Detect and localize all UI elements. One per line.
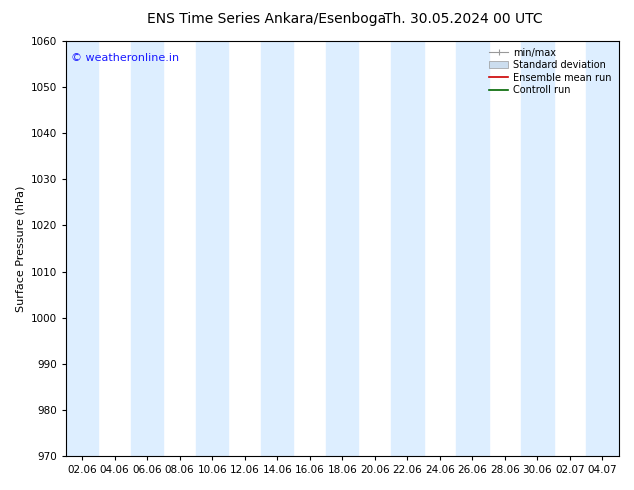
Legend: min/max, Standard deviation, Ensemble mean run, Controll run: min/max, Standard deviation, Ensemble me…	[487, 46, 614, 97]
Bar	[66, 41, 98, 456]
Bar	[391, 41, 424, 456]
Text: Th. 30.05.2024 00 UTC: Th. 30.05.2024 00 UTC	[384, 12, 542, 26]
Bar	[456, 41, 489, 456]
Bar	[131, 41, 164, 456]
Bar	[586, 41, 619, 456]
Bar	[521, 41, 553, 456]
Text: © weatheronline.in: © weatheronline.in	[72, 53, 179, 64]
Y-axis label: Surface Pressure (hPa): Surface Pressure (hPa)	[15, 185, 25, 312]
Text: ENS Time Series Ankara/Esenboga: ENS Time Series Ankara/Esenboga	[146, 12, 386, 26]
Bar	[326, 41, 358, 456]
Bar	[196, 41, 228, 456]
Bar	[261, 41, 294, 456]
